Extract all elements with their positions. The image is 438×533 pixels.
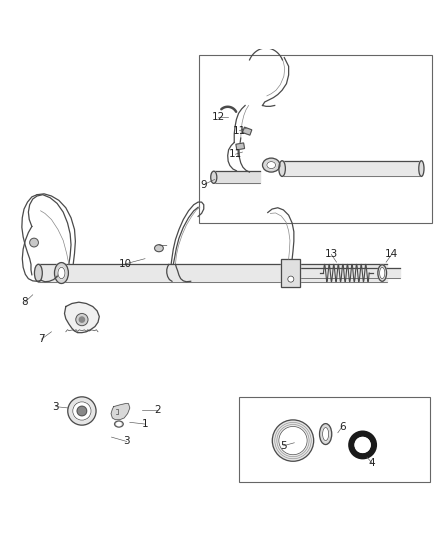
Ellipse shape xyxy=(35,264,42,282)
Text: 6: 6 xyxy=(339,422,346,432)
Ellipse shape xyxy=(355,438,370,453)
Text: 8: 8 xyxy=(21,297,28,307)
Circle shape xyxy=(30,238,39,247)
Ellipse shape xyxy=(155,245,163,252)
Ellipse shape xyxy=(77,406,87,416)
Ellipse shape xyxy=(54,263,68,284)
Bar xyxy=(199,55,432,223)
Ellipse shape xyxy=(272,420,314,461)
Bar xyxy=(243,127,252,135)
Text: 3: 3 xyxy=(124,437,130,447)
Bar xyxy=(243,127,252,135)
Bar xyxy=(281,259,300,287)
Ellipse shape xyxy=(262,158,280,172)
Polygon shape xyxy=(64,302,99,333)
Ellipse shape xyxy=(211,171,217,183)
Circle shape xyxy=(288,276,294,282)
Bar xyxy=(281,259,300,287)
Text: 11: 11 xyxy=(233,126,246,136)
Text: 12: 12 xyxy=(212,112,225,122)
Text: 5: 5 xyxy=(280,441,287,451)
Text: 11: 11 xyxy=(229,149,242,159)
Circle shape xyxy=(76,313,88,326)
Text: 7: 7 xyxy=(38,334,45,344)
Ellipse shape xyxy=(115,421,123,427)
Text: 1: 1 xyxy=(142,419,148,429)
Ellipse shape xyxy=(320,424,332,445)
Ellipse shape xyxy=(378,265,387,281)
Ellipse shape xyxy=(68,397,96,425)
Bar xyxy=(239,397,430,482)
Text: 10: 10 xyxy=(119,259,132,269)
Text: 13: 13 xyxy=(325,249,338,260)
Ellipse shape xyxy=(279,426,307,455)
Bar xyxy=(236,143,244,150)
Ellipse shape xyxy=(351,434,374,456)
Ellipse shape xyxy=(279,161,286,176)
Text: 4: 4 xyxy=(369,458,375,468)
Bar xyxy=(236,143,244,150)
Text: 14: 14 xyxy=(385,249,399,260)
Ellipse shape xyxy=(73,402,91,420)
Text: 2: 2 xyxy=(154,405,160,415)
Circle shape xyxy=(79,317,85,322)
Ellipse shape xyxy=(117,423,121,425)
Text: 3: 3 xyxy=(53,402,59,411)
Ellipse shape xyxy=(322,427,328,441)
Polygon shape xyxy=(111,403,130,419)
Ellipse shape xyxy=(58,268,65,279)
Ellipse shape xyxy=(380,268,385,279)
Text: 9: 9 xyxy=(201,180,207,190)
Ellipse shape xyxy=(419,161,424,176)
Ellipse shape xyxy=(267,161,276,168)
